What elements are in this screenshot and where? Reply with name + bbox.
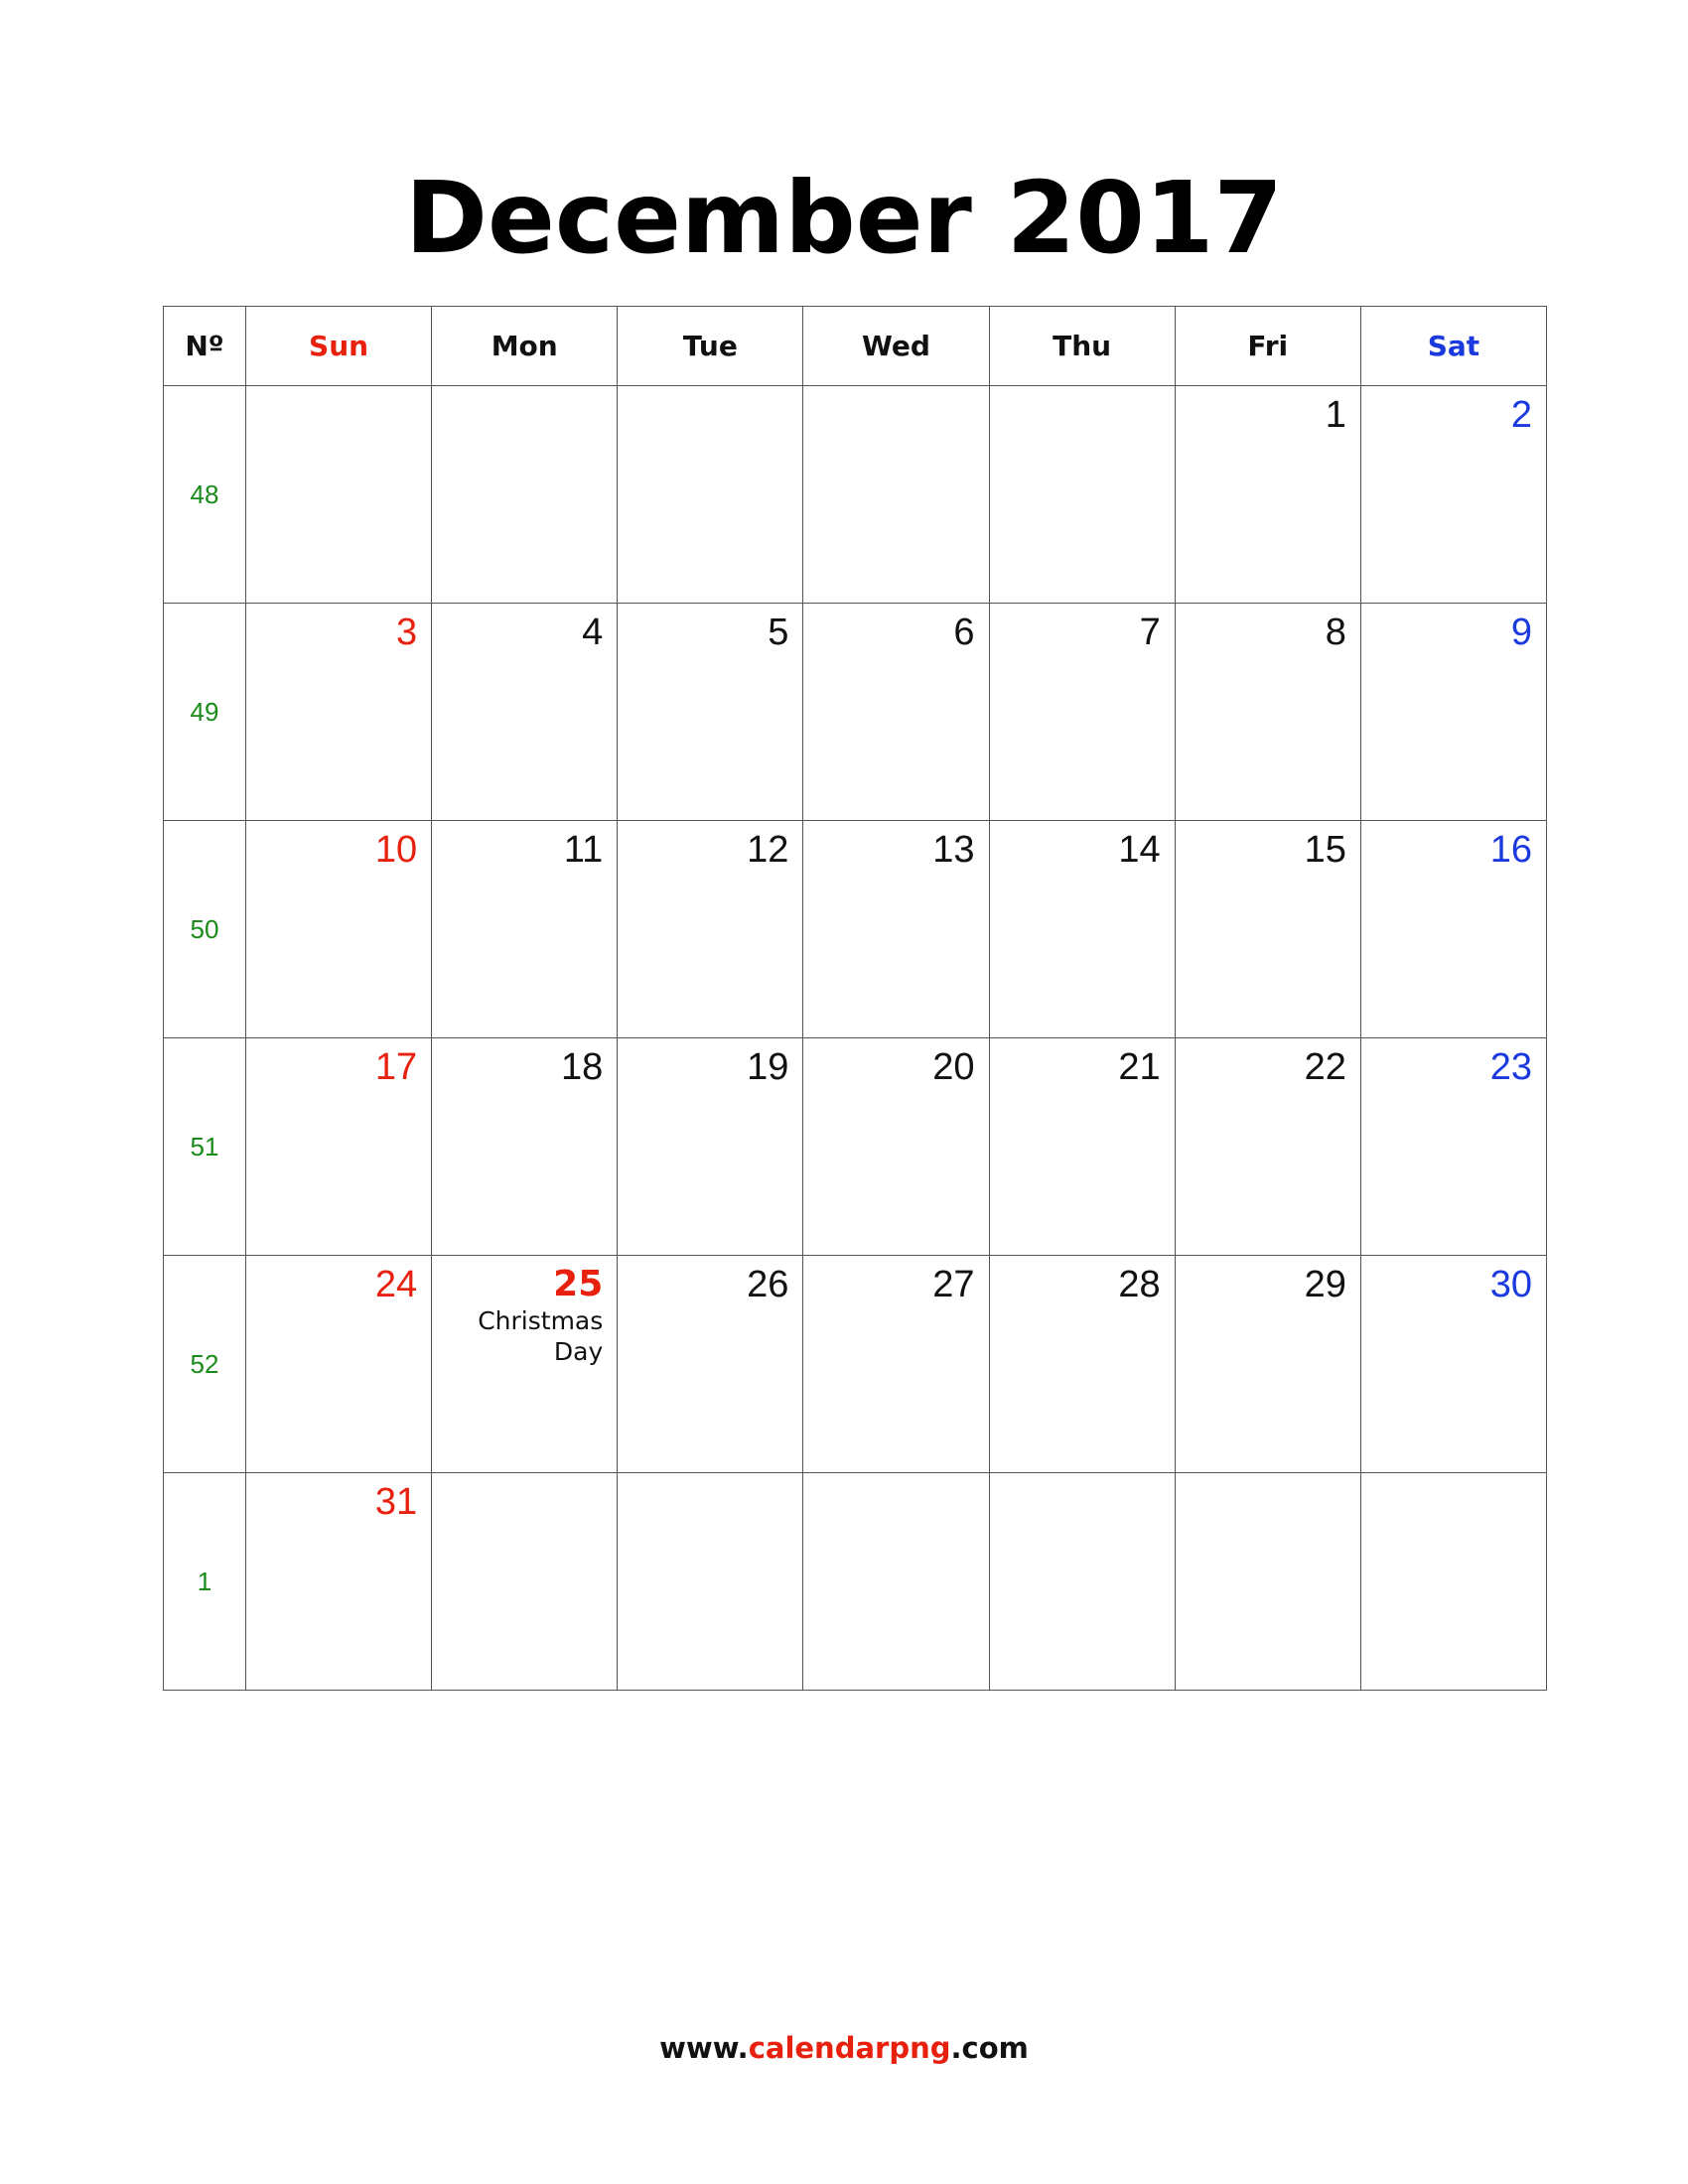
footer: www.calendarpng.com — [0, 2031, 1688, 2065]
day-number: 14 — [1118, 829, 1161, 871]
day-cell: 1 — [1175, 386, 1361, 604]
day-cell: 22 — [1175, 1038, 1361, 1256]
day-number: 18 — [561, 1046, 604, 1088]
day-cell — [432, 1473, 619, 1691]
day-cell — [246, 386, 433, 604]
day-cell: 31 — [246, 1473, 433, 1691]
day-number: 21 — [1118, 1046, 1161, 1088]
column-header: Nº — [164, 307, 246, 386]
day-number: 28 — [1118, 1264, 1161, 1305]
day-cell: 20 — [803, 1038, 990, 1256]
day-cell: 10 — [246, 821, 433, 1038]
column-header: Thu — [989, 307, 1176, 386]
day-cell: 16 — [1360, 821, 1547, 1038]
day-number: 27 — [932, 1264, 975, 1305]
day-cell — [989, 386, 1176, 604]
week-number: 49 — [164, 604, 246, 821]
day-cell: 8 — [1175, 604, 1361, 821]
day-cell — [803, 1473, 990, 1691]
day-cell: 21 — [989, 1038, 1176, 1256]
column-header: Sat — [1360, 307, 1547, 386]
day-cell: 27 — [803, 1256, 990, 1473]
day-cell: 6 — [803, 604, 990, 821]
day-cell: 9 — [1360, 604, 1547, 821]
day-cell: 14 — [989, 821, 1176, 1038]
calendar-grid: Nº Sun Mon Tue Wed Thu Fri Sat 48 1 2 49 3 4 5 6 7 8 9 50 10… — [163, 306, 1547, 1691]
day-number: 15 — [1304, 829, 1346, 871]
day-cell: 3 — [246, 604, 433, 821]
day-cell: 29 — [1175, 1256, 1361, 1473]
day-cell: 28 — [989, 1256, 1176, 1473]
day-number: 17 — [374, 1046, 418, 1088]
column-header: Mon — [432, 307, 619, 386]
footer-text: www. — [659, 2031, 749, 2065]
day-cell: 13 — [803, 821, 990, 1038]
week-number: 48 — [164, 386, 246, 604]
day-cell: 25 Christmas Day — [432, 1256, 619, 1473]
day-number: 24 — [374, 1264, 418, 1305]
day-number: 9 — [1510, 612, 1532, 653]
day-number: 31 — [374, 1481, 418, 1523]
day-number: 19 — [747, 1046, 789, 1088]
holiday-note: Christmas Day — [478, 1306, 604, 1366]
day-cell — [803, 386, 990, 604]
day-cell: 11 — [432, 821, 619, 1038]
column-header: Sun — [246, 307, 433, 386]
day-number: 8 — [1325, 612, 1346, 653]
day-number: 20 — [932, 1046, 975, 1088]
day-number: 16 — [1489, 829, 1532, 871]
day-cell — [1360, 1473, 1547, 1691]
day-number: 6 — [953, 612, 975, 653]
day-cell: 30 — [1360, 1256, 1547, 1473]
footer-text: .com — [950, 2031, 1029, 2065]
footer-text: calendarpng — [748, 2031, 951, 2065]
day-number: 12 — [747, 829, 789, 871]
day-cell: 15 — [1175, 821, 1361, 1038]
day-cell — [989, 1473, 1176, 1691]
day-cell: 7 — [989, 604, 1176, 821]
day-cell: 19 — [618, 1038, 804, 1256]
day-number: 10 — [374, 829, 418, 871]
day-cell: 4 — [432, 604, 619, 821]
day-number: 13 — [932, 829, 975, 871]
day-cell: 18 — [432, 1038, 619, 1256]
week-number: 52 — [164, 1256, 246, 1473]
day-cell — [432, 386, 619, 604]
day-number: 22 — [1304, 1046, 1346, 1088]
day-number: 30 — [1489, 1264, 1532, 1305]
day-cell: 26 — [618, 1256, 804, 1473]
day-number: 25 — [553, 1264, 604, 1304]
day-cell — [618, 1473, 804, 1691]
column-header: Tue — [618, 307, 804, 386]
day-number: 5 — [768, 612, 789, 653]
day-cell: 17 — [246, 1038, 433, 1256]
day-cell: 23 — [1360, 1038, 1547, 1256]
week-number: 51 — [164, 1038, 246, 1256]
day-number: 7 — [1139, 612, 1161, 653]
day-cell — [618, 386, 804, 604]
day-number: 23 — [1489, 1046, 1532, 1088]
day-cell: 5 — [618, 604, 804, 821]
column-header: Fri — [1175, 307, 1361, 386]
column-header: Wed — [803, 307, 990, 386]
week-number: 1 — [164, 1473, 246, 1691]
title: December 2017 — [405, 160, 1283, 276]
day-number: 4 — [582, 612, 604, 653]
day-number: 26 — [747, 1264, 789, 1305]
day-cell: 12 — [618, 821, 804, 1038]
day-cell — [1175, 1473, 1361, 1691]
day-number: 3 — [396, 612, 418, 653]
day-cell: 2 — [1360, 386, 1547, 604]
day-number: 29 — [1304, 1264, 1346, 1305]
day-number: 11 — [563, 829, 604, 871]
week-number: 50 — [164, 821, 246, 1038]
day-cell: 24 — [246, 1256, 433, 1473]
day-number: 2 — [1510, 394, 1532, 436]
day-number: 1 — [1325, 394, 1346, 436]
